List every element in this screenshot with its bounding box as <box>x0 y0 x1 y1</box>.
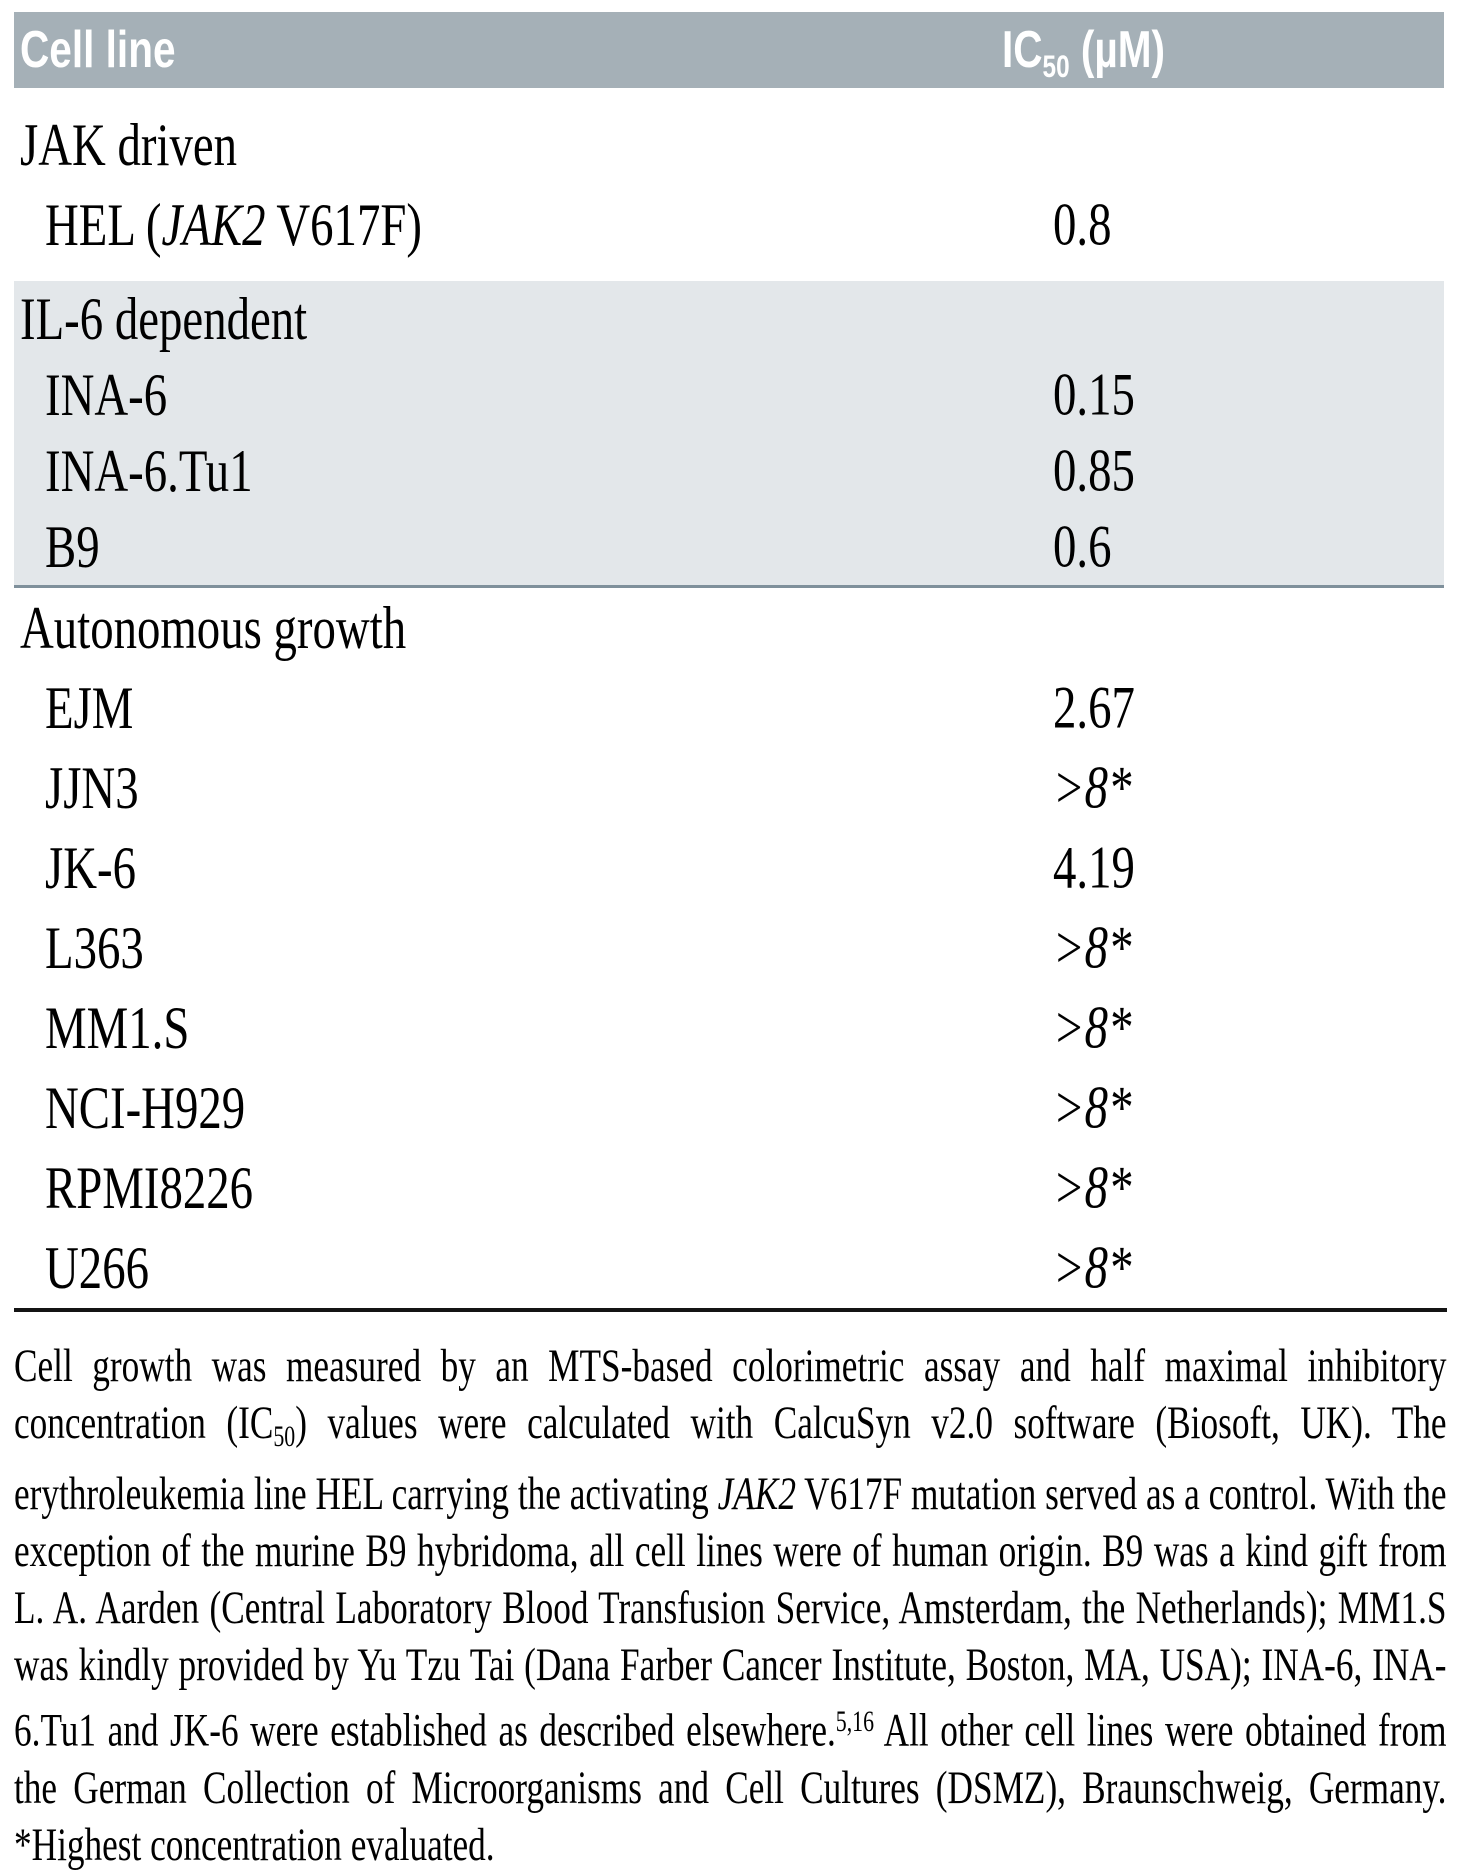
table-row: JK-6 4.19 <box>14 828 1444 908</box>
text-run: IC <box>1002 21 1043 79</box>
table-row: RPMI8226 >8* <box>14 1148 1444 1228</box>
text-run: ) values were calculated with CalcuSyn v… <box>14 1397 1447 1521</box>
table-row: INA-6 0.15 <box>14 357 1444 433</box>
text-run: (µM) <box>1069 21 1166 79</box>
column-header-ic50-text: IC50 (µM) <box>1002 12 1165 105</box>
column-header-cell-line: Cell line <box>20 12 219 88</box>
section-label: IL-6 dependent <box>20 285 308 352</box>
section-header-row: JAK driven <box>14 105 1444 185</box>
cell-line-name: JK-6 <box>45 834 137 901</box>
ic50-value: >8* <box>1053 914 1132 981</box>
text-sub: 50 <box>1042 48 1070 84</box>
cell-line-name: JJN3 <box>45 754 139 821</box>
ic50-value: 4.19 <box>1053 834 1135 901</box>
cell-line-name: INA-6 <box>45 361 168 428</box>
table-footnote: Cell growth was measured by an MTS-based… <box>14 1338 1466 1874</box>
column-header-ic50: IC50 (µM) <box>1002 12 1211 88</box>
table-row: MM1.S >8* <box>14 988 1444 1068</box>
ic50-value: >8* <box>1053 1074 1132 1141</box>
section-header-row: Autonomous growth <box>14 588 1444 668</box>
text-run: HEL ( <box>45 191 162 258</box>
cell-line-name: MM1.S <box>45 994 190 1061</box>
table-row: JJN3 >8* <box>14 748 1444 828</box>
ic50-value: >8* <box>1053 1154 1132 1221</box>
table-row: HEL (JAK2 V617F) 0.8 <box>14 185 1444 265</box>
ic50-value: >8* <box>1053 1234 1132 1301</box>
cell-line-name: HEL (JAK2 V617F) <box>45 191 422 260</box>
table-row: INA-6.Tu1 0.85 <box>14 433 1444 509</box>
cell-line-name: INA-6.Tu1 <box>45 437 253 504</box>
text-italic: JAK2 <box>717 1468 796 1521</box>
table-row: L363 >8* <box>14 908 1444 988</box>
cell-line-name: U266 <box>45 1234 150 1301</box>
ic50-value: >8* <box>1053 994 1132 1061</box>
ic50-table: JAK driven HEL (JAK2 V617F) 0.8 IL-6 depend… <box>14 105 1444 1308</box>
cell-line-name: NCI-H929 <box>45 1074 246 1141</box>
column-header-cell-line-text: Cell line <box>20 21 176 79</box>
ic50-value: 0.15 <box>1053 361 1135 428</box>
cell-line-name: EJM <box>45 674 134 741</box>
table-row: B9 0.6 <box>14 509 1444 588</box>
text-run: Cell growth was measured by an MTS-based… <box>14 1340 1447 1449</box>
ic50-value: 2.67 <box>1053 674 1135 741</box>
text-run: V617F) <box>265 191 422 258</box>
text-sub: 50 <box>273 1421 296 1454</box>
ic50-value: >8* <box>1053 754 1132 821</box>
table-footnote-text: Cell growth was measured by an MTS-based… <box>14 1338 1447 1874</box>
text-italic: JAK2 <box>161 191 266 258</box>
text-run: All other cell lines were obtained from … <box>14 1704 1447 1871</box>
ic50-value: 0.6 <box>1053 513 1112 580</box>
table-row: NCI-H929 >8* <box>14 1068 1444 1148</box>
cell-line-name: B9 <box>45 513 100 580</box>
section-label: JAK driven <box>20 111 238 178</box>
text-sup: 5,16 <box>835 1706 875 1739</box>
text-run: V617F mutation served as a control. With… <box>14 1468 1447 1757</box>
ic50-value: 0.8 <box>1053 191 1112 258</box>
section-label: Autonomous growth <box>20 594 407 661</box>
section-header-row: IL-6 dependent <box>14 281 1444 357</box>
cell-line-name: RPMI8226 <box>45 1154 254 1221</box>
table-row: EJM 2.67 <box>14 668 1444 748</box>
table-bottom-rule <box>14 1308 1447 1312</box>
table-header: Cell line IC50 (µM) <box>14 12 1444 88</box>
cell-line-name: L363 <box>45 914 144 981</box>
ic50-value: 0.85 <box>1053 437 1135 504</box>
table-row: U266 >8* <box>14 1228 1444 1308</box>
